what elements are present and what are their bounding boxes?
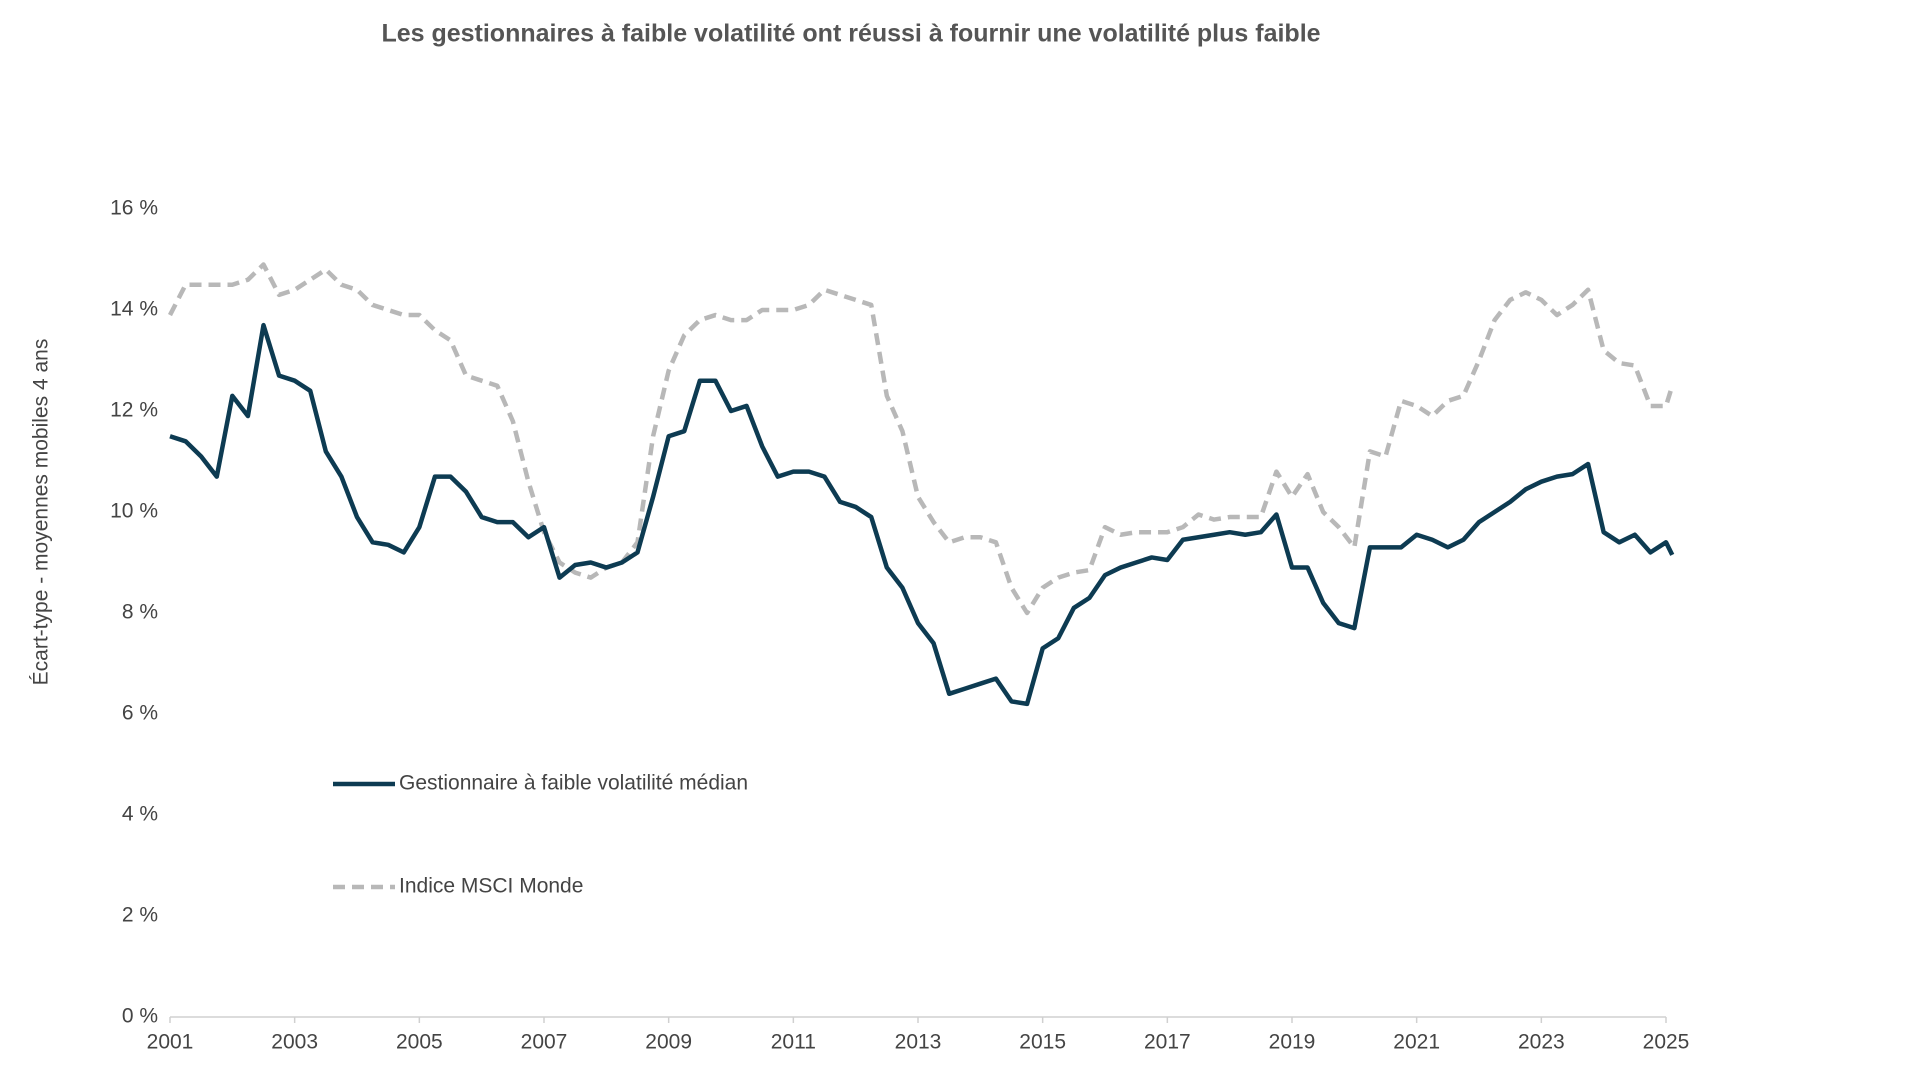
y-tick-label: 4 %: [122, 803, 158, 826]
x-tick-label: 2017: [1144, 1031, 1191, 1054]
y-axis-title: Écart-type - moyennes mobiles 4 ans: [30, 339, 53, 686]
y-tick-label: 6 %: [122, 702, 158, 725]
x-tick-label: 2023: [1518, 1031, 1565, 1054]
x-tick-label: 2007: [521, 1031, 568, 1054]
x-tick-label: 2021: [1393, 1031, 1440, 1054]
x-tick-label: 2011: [771, 1031, 816, 1054]
series-line: [169, 322, 1675, 707]
y-tick-label: 10 %: [110, 500, 158, 523]
y-tick-label: 12 %: [110, 399, 158, 422]
x-tick-label: 2003: [271, 1031, 318, 1054]
y-tick-label: 16 %: [110, 197, 158, 220]
chart-title: Les gestionnaires à faible volatilité on…: [381, 20, 1320, 48]
x-tick-label: 2013: [895, 1031, 942, 1054]
x-tick-label: 2005: [396, 1031, 443, 1054]
x-tick-label: 2009: [645, 1031, 692, 1054]
y-tick-label: 0 %: [122, 1005, 158, 1028]
y-tick-label: 14 %: [110, 298, 158, 321]
series-line: [167, 262, 1675, 616]
y-tick-label: 8 %: [122, 601, 158, 624]
x-tick-label: 2025: [1643, 1031, 1690, 1054]
x-tick-label: 2019: [1269, 1031, 1316, 1054]
x-tick-label: 2015: [1019, 1031, 1066, 1054]
x-tick-label: 2001: [147, 1031, 194, 1054]
y-tick-label: 2 %: [122, 904, 158, 927]
legend-label: Gestionnaire à faible volatilité médian: [399, 772, 748, 795]
legend-label: Indice MSCI Monde: [399, 875, 583, 898]
